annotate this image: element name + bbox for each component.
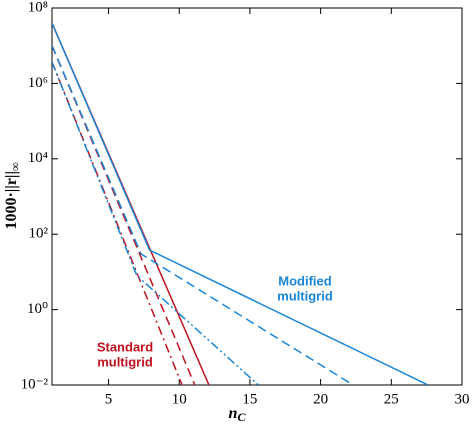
x-axis-label: nC xyxy=(229,405,247,424)
annotation: Modified xyxy=(278,273,331,288)
x-label-sub: C xyxy=(237,410,246,424)
series-line xyxy=(52,45,354,385)
x-tick-label: 20 xyxy=(313,391,328,407)
y-tick-label: 10⁶ xyxy=(28,75,48,91)
y-tick-label: 10⁰ xyxy=(27,301,48,317)
x-label-main: n xyxy=(229,405,238,422)
y-tick-label: 10⁸ xyxy=(28,0,48,15)
x-tick-label: 30 xyxy=(455,391,470,407)
y-tick-label: 10² xyxy=(29,226,49,242)
x-tick-label: 25 xyxy=(384,391,399,407)
y-label-main: 1000·||r|| xyxy=(3,171,20,230)
x-tick-label: 5 xyxy=(105,391,113,407)
y-tick-label: 10⁻² xyxy=(21,376,49,392)
plot-frame xyxy=(51,7,463,386)
series-line xyxy=(52,22,429,385)
series-line xyxy=(52,61,183,385)
y-tick-label: 10⁴ xyxy=(28,150,48,166)
x-tick-label: 15 xyxy=(242,391,257,407)
annotation: multigrid xyxy=(277,288,333,303)
series-line xyxy=(52,61,259,385)
y-label-sub: ∞ xyxy=(8,162,22,171)
annotation: Standard xyxy=(97,339,153,354)
y-axis-label: 1000·||r||∞ xyxy=(3,162,22,230)
series-line xyxy=(52,45,196,385)
x-tick-label: 10 xyxy=(172,391,187,407)
annotation: multigrid xyxy=(97,354,153,369)
